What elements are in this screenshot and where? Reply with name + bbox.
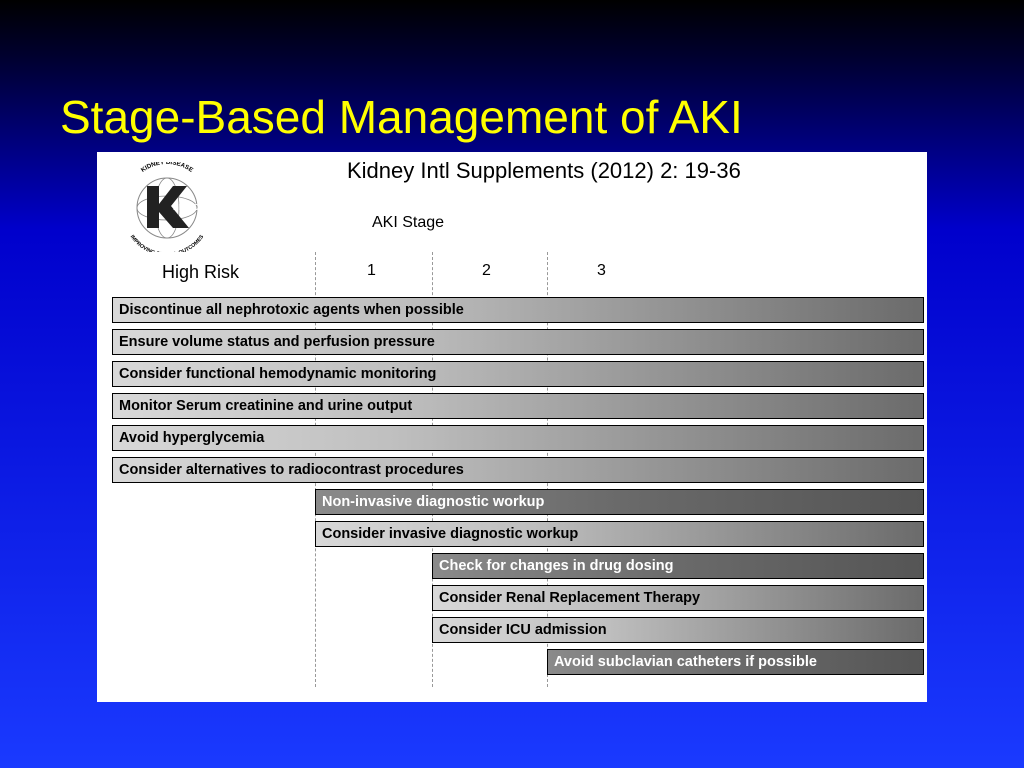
management-bar: Avoid hyperglycemia: [112, 425, 924, 451]
management-bar: Non-invasive diagnostic workup: [315, 489, 924, 515]
citation-text: Kidney Intl Supplements (2012) 2: 19-36: [347, 158, 741, 184]
management-bar: Consider functional hemodynamic monitori…: [112, 361, 924, 387]
content-panel: Kidney Intl Supplements (2012) 2: 19-36 …: [97, 152, 927, 702]
management-bar: Discontinue all nephrotoxic agents when …: [112, 297, 924, 323]
svg-text:IMPROVING GLOBAL OUTCOMES: IMPROVING GLOBAL OUTCOMES: [129, 234, 206, 252]
management-bar: Check for changes in drug dosing: [432, 553, 924, 579]
logo-bottom-text: IMPROVING GLOBAL OUTCOMES: [129, 234, 206, 252]
management-bar: Consider ICU admission: [432, 617, 924, 643]
logo-center-text: KDIGO: [173, 203, 199, 212]
column-stage-1: 1: [367, 262, 376, 280]
slide-title: Stage-Based Management of AKI: [0, 0, 1024, 144]
management-bars: Discontinue all nephrotoxic agents when …: [112, 297, 924, 681]
svg-text:KIDNEY DISEASE: KIDNEY DISEASE: [140, 162, 194, 174]
management-bar: Consider invasive diagnostic workup: [315, 521, 924, 547]
column-stage-3: 3: [597, 262, 606, 280]
kdigo-logo: KIDNEY DISEASE IMPROVING GLOBAL OUTCOMES…: [117, 162, 217, 252]
management-bar: Avoid subclavian catheters if possible: [547, 649, 924, 675]
column-stage-2: 2: [482, 262, 491, 280]
management-bar: Ensure volume status and perfusion press…: [112, 329, 924, 355]
management-bar: Consider Renal Replacement Therapy: [432, 585, 924, 611]
stage-header: AKI Stage: [372, 214, 444, 232]
management-bar: Consider alternatives to radiocontrast p…: [112, 457, 924, 483]
management-bar: Monitor Serum creatinine and urine outpu…: [112, 393, 924, 419]
logo-top-text: KIDNEY DISEASE: [140, 162, 194, 174]
column-high-risk: High Risk: [162, 262, 239, 283]
